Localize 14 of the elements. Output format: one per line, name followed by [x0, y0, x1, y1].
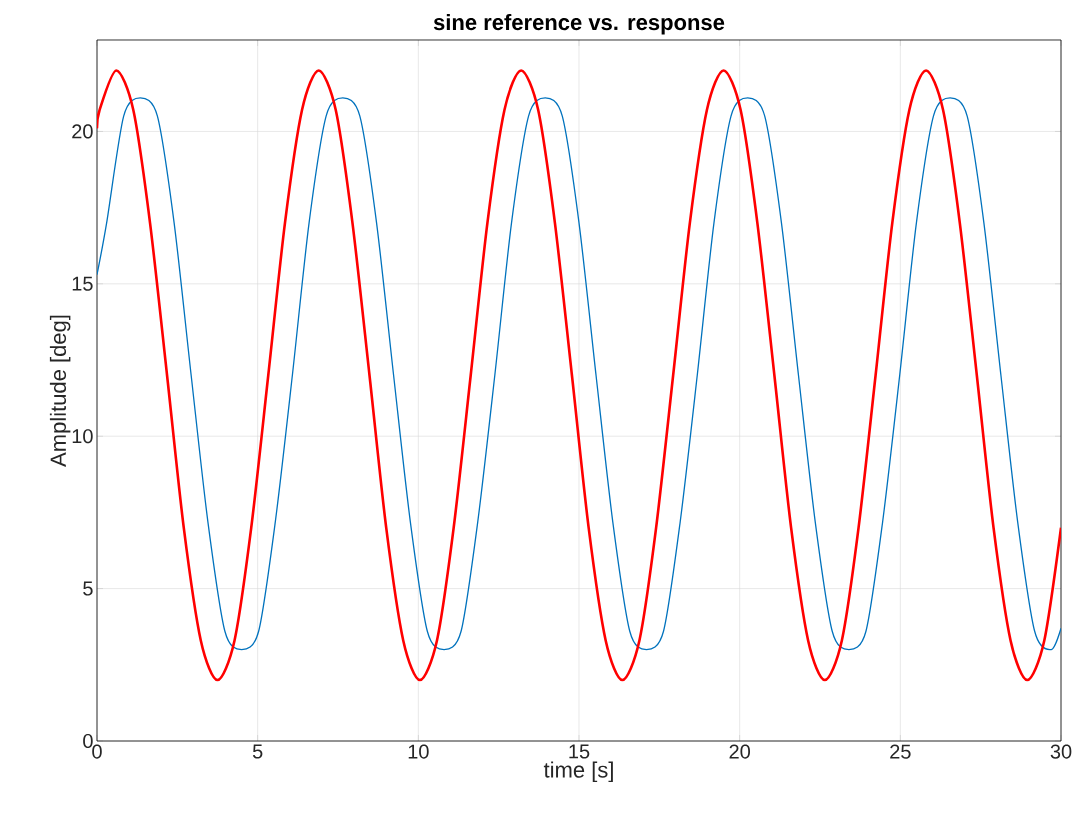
y-tick-label: 20 — [72, 124, 93, 139]
y-axis-title: Amplitude [deg] — [49, 315, 71, 467]
y-tick-label: 15 — [72, 276, 93, 291]
x-tick-label: 20 — [729, 744, 751, 759]
x-tick-label: 25 — [890, 744, 911, 759]
x-axis-title: time [s] — [543, 761, 613, 783]
x-tick-label: 30 — [1050, 744, 1072, 759]
y-tick-label: 10 — [72, 429, 93, 444]
chart-title: sine reference vs. response — [433, 13, 725, 35]
x-tick-label: 10 — [408, 744, 429, 759]
y-tick-label: 5 — [83, 581, 93, 596]
x-tick-label: 5 — [252, 744, 263, 759]
y-tick-label: 0 — [83, 733, 93, 749]
x-tick-label: 15 — [569, 744, 590, 759]
